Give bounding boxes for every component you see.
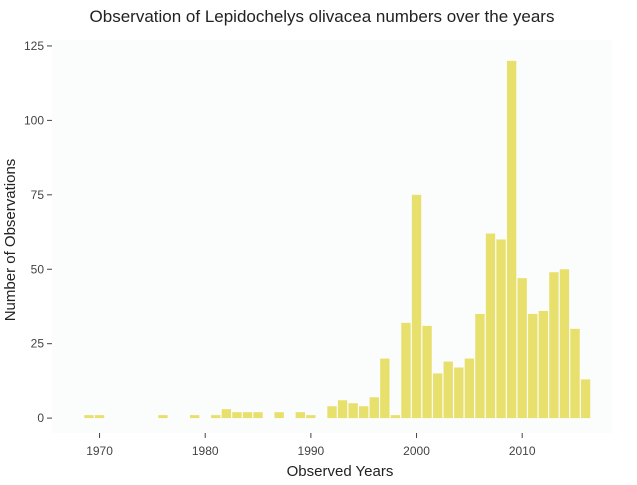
- y-axis-label: Number of Observations: [2, 159, 19, 322]
- bar-1990[interactable]: [306, 415, 316, 419]
- bar-1984[interactable]: [242, 412, 253, 419]
- bar-1979[interactable]: [189, 415, 200, 419]
- y-tick-label: 25: [31, 337, 45, 351]
- x-tick-label: 2000: [403, 444, 430, 458]
- bar-2009[interactable]: [506, 60, 517, 419]
- bar-2011[interactable]: [528, 313, 538, 419]
- bar-1993[interactable]: [337, 400, 348, 419]
- x-tick-label: 1970: [86, 444, 113, 458]
- bar-1995[interactable]: [359, 406, 369, 419]
- bar-2013[interactable]: [549, 272, 559, 419]
- bar-2008[interactable]: [496, 239, 506, 419]
- bar-1998[interactable]: [390, 415, 401, 419]
- x-axis: 1970 1980 1990 2000 2010: [86, 433, 536, 458]
- y-tick-label: 75: [31, 188, 45, 202]
- bar-2010[interactable]: [517, 278, 527, 419]
- bar-2004[interactable]: [454, 367, 464, 419]
- bar-2006[interactable]: [475, 313, 485, 419]
- x-axis-label: Observed Years: [287, 463, 394, 480]
- bar-1996[interactable]: [369, 397, 379, 419]
- chart-title: Observation of Lepidochelys olivacea num…: [90, 7, 555, 26]
- y-tick-label: 0: [37, 411, 44, 425]
- bar-1983[interactable]: [232, 412, 242, 419]
- bar-2007[interactable]: [485, 233, 496, 419]
- bar-1999[interactable]: [401, 322, 411, 419]
- bar-2001[interactable]: [422, 325, 432, 419]
- y-tick-label: 50: [31, 262, 45, 276]
- bar-2016[interactable]: [580, 379, 591, 419]
- bar-1989[interactable]: [295, 412, 305, 419]
- bar-1997[interactable]: [380, 358, 390, 419]
- bar-1976[interactable]: [158, 415, 168, 419]
- bars-group: [84, 60, 591, 419]
- bar-2000[interactable]: [411, 194, 422, 419]
- x-tick-label: 1980: [192, 444, 219, 458]
- bar-1982[interactable]: [221, 409, 232, 419]
- bar-2012[interactable]: [538, 310, 549, 419]
- plot-area: [52, 40, 612, 433]
- bar-1969[interactable]: [84, 415, 94, 419]
- bar-2003[interactable]: [443, 361, 453, 419]
- y-axis: 0 25 50 75 100 125: [24, 39, 52, 425]
- bar-1987[interactable]: [274, 412, 284, 419]
- bar-1970[interactable]: [94, 415, 105, 419]
- bar-1992[interactable]: [327, 406, 337, 419]
- y-tick-label: 100: [24, 113, 44, 127]
- bar-2015[interactable]: [570, 328, 580, 419]
- bar-1985[interactable]: [253, 412, 263, 419]
- bar-1994[interactable]: [348, 403, 358, 419]
- x-tick-label: 2010: [509, 444, 536, 458]
- x-tick-label: 1990: [298, 444, 325, 458]
- bar-2002[interactable]: [432, 373, 443, 419]
- bar-1981[interactable]: [211, 415, 221, 419]
- bar-2014[interactable]: [559, 269, 570, 419]
- y-tick-label: 125: [24, 39, 44, 53]
- bar-2005[interactable]: [464, 358, 475, 419]
